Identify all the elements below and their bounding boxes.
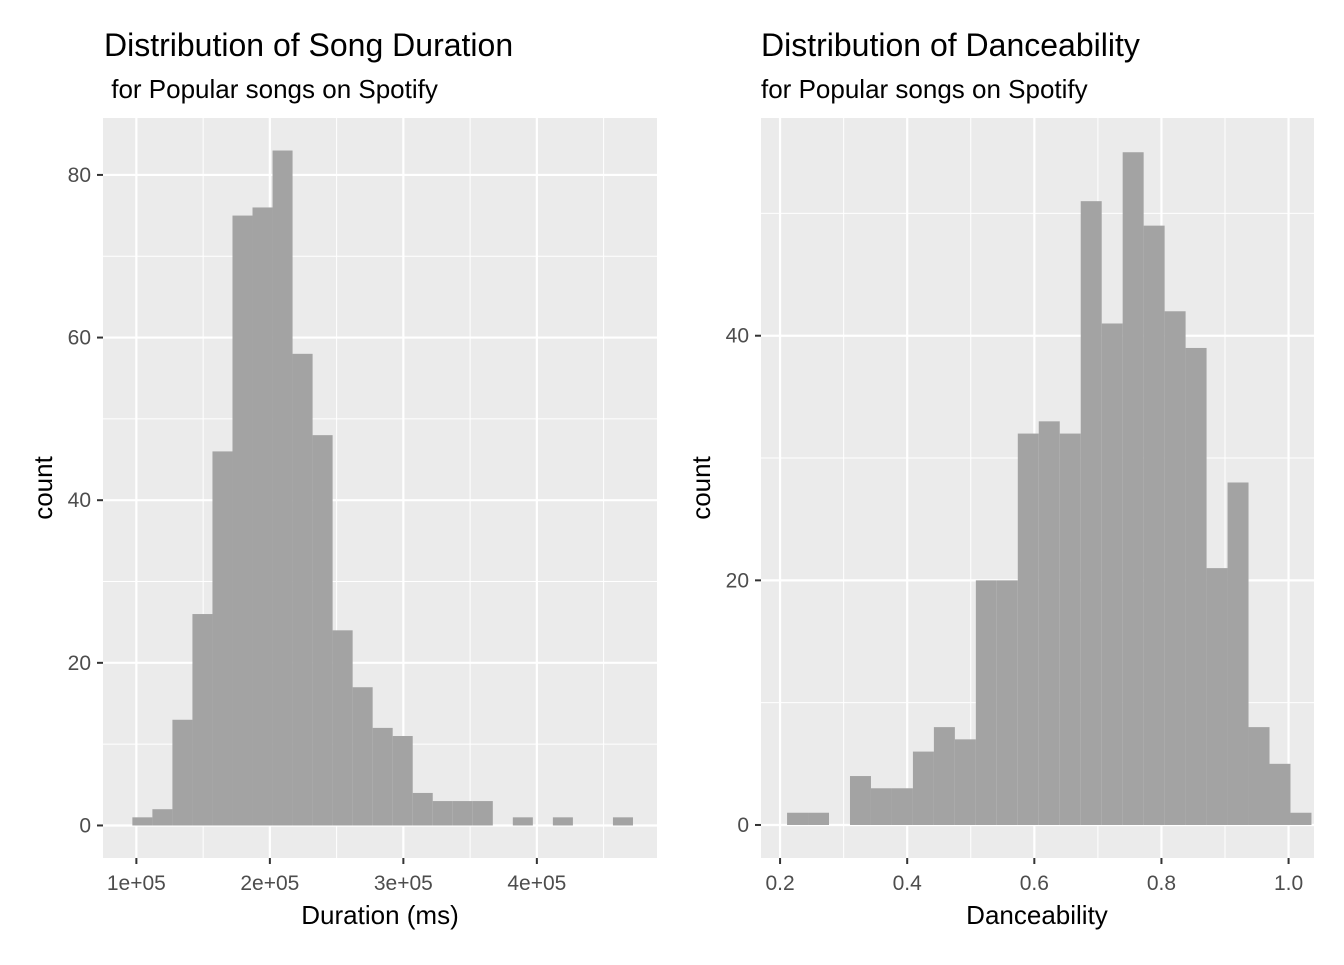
histogram-bar — [912, 751, 934, 825]
y-axis-ticks: 0 20 40 60 80 — [68, 164, 103, 837]
histogram-bar — [412, 792, 433, 826]
histogram-bar — [232, 215, 253, 826]
y-tick-label: 0 — [737, 814, 749, 837]
histogram-bar — [292, 353, 313, 826]
histogram-bar — [996, 580, 1018, 825]
y-axis-ticks: 0 20 40 — [726, 325, 761, 837]
histogram-bar — [954, 739, 976, 825]
histogram-bar — [452, 801, 473, 826]
histogram-bar — [252, 207, 273, 826]
histogram-bar — [1143, 225, 1165, 825]
histogram-bar — [1059, 433, 1081, 825]
y-tick-label: 60 — [68, 327, 91, 350]
x-axis-ticks: 0.2 0.4 0.6 0.8 1.0 — [765, 858, 1303, 895]
duration-histogram-panel: Distribution of Song Duration for Popula… — [28, 27, 657, 930]
histogram-bars — [132, 150, 633, 826]
x-tick-label: 0.4 — [893, 872, 923, 895]
histogram-bar — [152, 809, 173, 826]
chart-subtitle: for Popular songs on Spotify — [761, 74, 1088, 104]
x-tick-label: 0.8 — [1147, 872, 1176, 895]
histogram-bar — [1017, 433, 1039, 825]
histogram-bar — [432, 801, 453, 826]
histogram-bar — [132, 817, 153, 826]
histogram-bar — [372, 727, 393, 826]
x-tick-label: 1.0 — [1274, 872, 1303, 895]
histogram-bar — [312, 435, 333, 826]
histogram-bar — [1206, 568, 1228, 825]
histogram-bar — [933, 727, 955, 825]
chart-title: Distribution of Danceability — [761, 27, 1140, 63]
histogram-bar — [849, 776, 871, 825]
histogram-bar — [332, 630, 353, 826]
histogram-bar — [1101, 323, 1123, 825]
histogram-bar — [472, 801, 493, 826]
x-tick-label: 0.6 — [1020, 872, 1049, 895]
y-tick-label: 80 — [68, 164, 91, 187]
histogram-bar — [272, 150, 293, 826]
histogram-bar — [172, 719, 193, 826]
histogram-bar — [1038, 421, 1060, 825]
histogram-bar — [808, 812, 830, 825]
y-tick-label: 0 — [79, 814, 91, 837]
histogram-bar — [612, 817, 633, 826]
histogram-bar — [552, 817, 573, 826]
histogram-bar — [1080, 201, 1102, 825]
histogram-bar — [1269, 763, 1291, 825]
x-tick-label: 3e+05 — [374, 872, 433, 895]
y-tick-label: 20 — [726, 569, 749, 592]
histogram-bar — [192, 614, 213, 826]
histogram-bar — [891, 788, 913, 825]
x-tick-label: 1e+05 — [107, 872, 166, 895]
x-tick-label: 4e+05 — [507, 872, 566, 895]
histogram-bar — [975, 580, 997, 825]
chart-subtitle: for Popular songs on Spotify — [104, 74, 438, 104]
x-tick-label: 0.2 — [765, 872, 794, 895]
danceability-histogram-panel: Distribution of Danceability for Popular… — [686, 27, 1314, 930]
histogram-bar — [1122, 152, 1144, 825]
x-axis-title: Duration (ms) — [301, 900, 458, 930]
histogram-bar — [212, 451, 233, 826]
histogram-bars — [787, 152, 1312, 825]
histogram-bar — [1164, 311, 1186, 825]
y-tick-label: 20 — [68, 652, 91, 675]
histogram-bar — [1248, 727, 1270, 825]
histogram-bar — [870, 788, 892, 825]
y-axis-title: count — [28, 455, 58, 519]
y-tick-label: 40 — [68, 489, 91, 512]
histogram-bar — [1227, 482, 1249, 825]
histogram-bar — [352, 687, 373, 826]
histogram-bar — [1290, 812, 1312, 825]
histogram-bar — [392, 736, 413, 826]
histogram-bar — [1185, 347, 1207, 825]
histogram-bar — [787, 812, 809, 825]
y-axis-title: count — [686, 455, 716, 519]
chart-title: Distribution of Song Duration — [104, 27, 513, 63]
x-axis-ticks: 1e+05 2e+05 3e+05 4e+05 — [107, 858, 566, 895]
x-axis-title: Danceability — [966, 900, 1108, 930]
y-tick-label: 40 — [726, 325, 749, 348]
histogram-bar — [512, 817, 533, 826]
x-tick-label: 2e+05 — [240, 872, 299, 895]
